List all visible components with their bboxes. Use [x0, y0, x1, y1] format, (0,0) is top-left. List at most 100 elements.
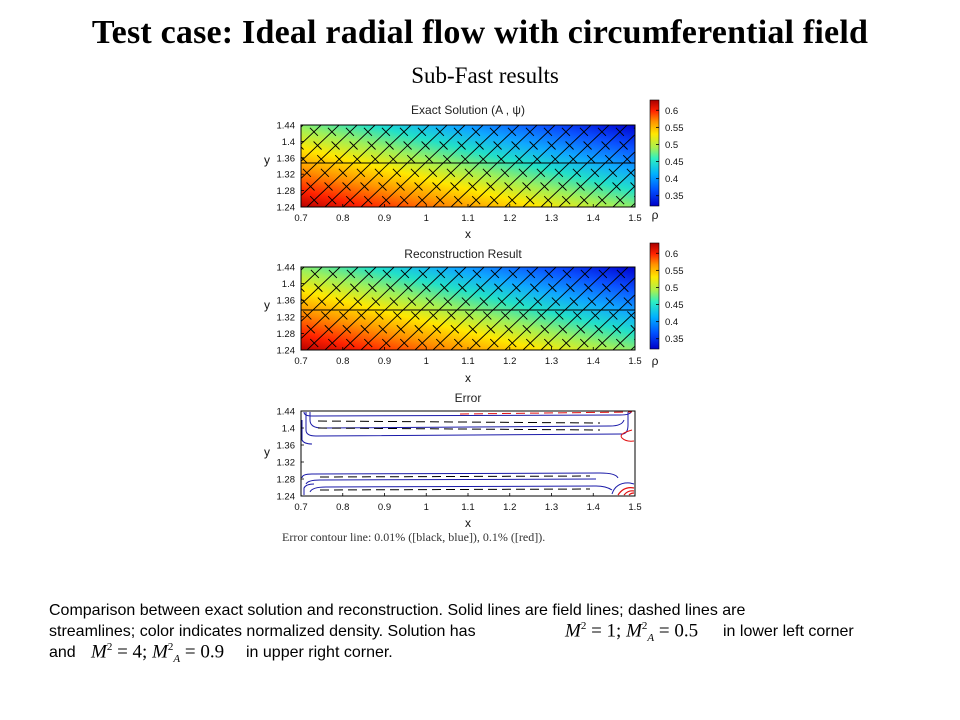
- field-line: [414, 267, 503, 350]
- streamline-tick: [382, 269, 392, 279]
- streamline-tick: [482, 311, 492, 320]
- streamline-tick: [550, 154, 560, 164]
- streamline-tick: [612, 182, 621, 191]
- field-line: [306, 267, 395, 350]
- streamline-tick: [475, 141, 484, 150]
- field-line: [576, 294, 635, 350]
- streamline-tick: [464, 311, 474, 320]
- streamline-tick: [496, 154, 506, 164]
- field-line: [414, 125, 502, 207]
- streamline-tick: [453, 127, 463, 137]
- streamline-tick: [551, 297, 561, 306]
- streamline-tick: [558, 324, 568, 334]
- field-line: [594, 311, 635, 350]
- streamline-tick: [594, 324, 604, 334]
- streamline-tick: [638, 284, 646, 292]
- streamline-tick: [504, 182, 513, 191]
- x-tick-label: 1.2: [503, 213, 516, 224]
- field-line: [432, 125, 520, 207]
- x-axis-label: x: [465, 371, 471, 385]
- streamline-tick: [320, 168, 330, 178]
- streamline-tick: [695, 155, 703, 163]
- streamline-tick: [598, 269, 608, 279]
- field-line: [522, 125, 610, 207]
- streamline-tick: [641, 155, 649, 163]
- streamline-tick: [439, 141, 448, 150]
- streamline-tick: [350, 283, 359, 293]
- field-line: [181, 267, 268, 350]
- streamline-tick: [548, 283, 557, 293]
- field-line: [468, 125, 556, 207]
- x-tick-label: 1.5: [628, 356, 641, 367]
- streamline-tick: [464, 168, 474, 178]
- slide-subtitle: Sub-Fast results: [411, 63, 559, 88]
- streamline-tick: [231, 311, 239, 319]
- streamline-tick: [324, 182, 333, 191]
- field-line: [396, 125, 484, 207]
- streamline-tick: [525, 195, 535, 205]
- error-contour-blue: [303, 411, 632, 417]
- x-tick-label: 1.5: [628, 502, 641, 513]
- streamline-tick: [260, 142, 268, 150]
- y-ticks: 1.44 1.4 1.36 1.32 1.28 1.24: [277, 263, 304, 357]
- heatmap: [301, 125, 635, 207]
- error-contour-blue: [303, 483, 315, 495]
- y-ticks: 1.44 1.4 1.36 1.32 1.28 1.24: [277, 407, 304, 503]
- streamline-tick: [706, 128, 714, 136]
- streamline-tick: [314, 283, 323, 293]
- field-lines: [181, 267, 736, 350]
- streamline-tick: [381, 195, 391, 205]
- y-axis-label: y: [264, 153, 270, 167]
- colorbar-label: ρ: [652, 354, 659, 368]
- streamline-tick: [306, 324, 316, 334]
- streamline-tick: [399, 195, 409, 205]
- streamline-tick: [220, 339, 228, 347]
- colorbar-tick-label: 0.5: [665, 140, 678, 151]
- streamline-tick: [432, 182, 441, 191]
- streamline-tick: [471, 127, 481, 137]
- x-tick-label: 0.9: [378, 356, 391, 367]
- streamline-tick: [457, 141, 466, 150]
- streamline-tick: [699, 311, 707, 319]
- y-tick-label: 1.32: [277, 458, 296, 469]
- streamline-tick: [518, 168, 528, 178]
- streamline-tick: [714, 298, 722, 306]
- streamline-tick: [540, 324, 550, 334]
- field-line: [199, 125, 285, 207]
- y-tick-label: 1.32: [277, 170, 296, 181]
- streamline-tick: [349, 141, 358, 150]
- streamline-tick: [421, 141, 430, 150]
- streamline-tick: [446, 168, 456, 178]
- error-contour-black: [319, 475, 591, 478]
- colorbar: [649, 242, 660, 350]
- streamline-tick: [381, 338, 391, 348]
- streamline-tick: [317, 297, 327, 306]
- colorbar-ticks: 0.6 0.55 0.5 0.45 0.4 0.35: [656, 249, 684, 345]
- streamline-tick: [489, 195, 499, 205]
- streamline-tick: [400, 269, 410, 279]
- streamline-tick: [334, 154, 344, 164]
- streamline-tick: [392, 311, 402, 320]
- x-tick-label: 1.3: [545, 213, 558, 224]
- streamline-tick: [328, 269, 338, 279]
- streamline-tick: [422, 283, 431, 293]
- streamline-tick: [472, 269, 482, 279]
- field-line: [342, 267, 431, 350]
- streamline-tick: [514, 154, 524, 164]
- streamline-tick: [454, 269, 464, 279]
- field-line: [612, 328, 635, 350]
- y-tick-label: 1.4: [282, 279, 295, 290]
- streamline-tick: [479, 297, 489, 306]
- streamline-tick: [615, 338, 625, 348]
- streamline-tick: [468, 182, 477, 191]
- x-tick-label: 1.1: [461, 213, 474, 224]
- error-contour-blue: [301, 472, 619, 479]
- streamline-tick: [728, 284, 736, 292]
- streamline-tick: [507, 127, 517, 137]
- streamline-tick: [471, 338, 481, 348]
- streamline-tick: [435, 195, 445, 205]
- error-contour-black: [317, 427, 601, 431]
- streamline-tick: [568, 154, 578, 164]
- streamline-tick: [522, 182, 531, 191]
- colorbar-tick-label: 0.45: [665, 300, 684, 311]
